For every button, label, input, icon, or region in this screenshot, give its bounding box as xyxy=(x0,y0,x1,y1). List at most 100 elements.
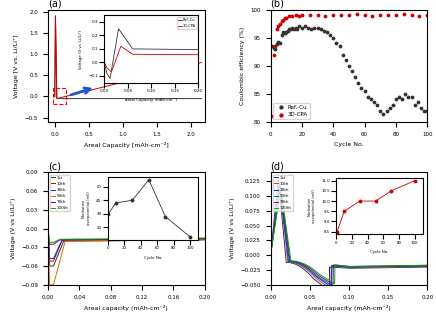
50th xyxy=(45,227,51,230)
Ref.-Cu xyxy=(333,41,340,46)
100th xyxy=(425,263,430,267)
3D-CPA xyxy=(281,15,288,20)
50th xyxy=(121,239,126,243)
1st xyxy=(327,289,332,292)
1st xyxy=(120,239,125,243)
Line: 70th: 70th xyxy=(48,228,205,244)
1st xyxy=(344,266,349,270)
1st xyxy=(47,264,52,268)
Ref.-Cu xyxy=(424,108,431,113)
30th xyxy=(353,265,358,269)
100th xyxy=(45,227,51,230)
3D-CPA xyxy=(306,13,313,18)
30th xyxy=(362,265,367,269)
Ref.-Cu xyxy=(361,88,368,93)
Ref.-Cu xyxy=(286,27,293,32)
X-axis label: Areal capacity (mAh-cm⁻²): Areal capacity (mAh-cm⁻²) xyxy=(85,305,168,311)
10th xyxy=(202,237,208,241)
50th xyxy=(343,265,348,269)
Ref.-Cu xyxy=(284,28,291,34)
Ref.-Cu xyxy=(352,75,359,80)
30th xyxy=(277,183,282,187)
3D-CPA xyxy=(289,14,296,19)
Legend: 1st, 10th, 30th, 50th, 70th, 100th: 1st, 10th, 30th, 50th, 70th, 100th xyxy=(50,174,70,212)
3D-CPA xyxy=(400,12,407,17)
3D-CPA xyxy=(314,13,321,18)
30th xyxy=(344,265,349,269)
Line: 100th: 100th xyxy=(270,189,427,284)
Ref.-Cu xyxy=(402,91,409,96)
Line: 10th: 10th xyxy=(270,182,427,289)
10th xyxy=(422,265,427,268)
Ref.-Cu xyxy=(392,97,399,102)
Ref.-Cu xyxy=(314,25,321,30)
100th xyxy=(344,264,349,268)
10th xyxy=(45,227,51,230)
50th xyxy=(329,283,334,287)
50th xyxy=(353,265,358,269)
1st xyxy=(202,238,208,242)
3D-CPA xyxy=(283,15,290,20)
3D-CPA xyxy=(345,13,352,18)
Ref.-Cu xyxy=(368,97,375,102)
Ref.-Cu xyxy=(405,94,412,99)
70th xyxy=(344,264,349,268)
10th xyxy=(397,265,402,269)
70th xyxy=(199,237,204,241)
Ref.-Cu xyxy=(290,27,297,32)
Ref.-Cu xyxy=(327,32,334,37)
Ref.-Cu xyxy=(269,44,276,49)
3D-CPA xyxy=(273,27,280,32)
50th xyxy=(130,239,136,243)
Ref.-Cu xyxy=(395,94,402,99)
Ref.-Cu xyxy=(414,100,421,105)
Ref.-Cu xyxy=(272,46,279,52)
3D-CPA xyxy=(279,17,286,22)
3D-CPA xyxy=(385,13,392,18)
Line: 30th: 30th xyxy=(270,185,427,287)
30th xyxy=(121,237,126,241)
30th xyxy=(425,264,430,268)
Ref.-Cu xyxy=(380,111,387,116)
70th xyxy=(130,237,136,241)
Y-axis label: Coulombic efficiency (%): Coulombic efficiency (%) xyxy=(240,27,245,105)
50th xyxy=(139,238,144,242)
Ref.-Cu xyxy=(308,27,315,32)
3D-CPA xyxy=(286,14,293,19)
Ref.-Cu xyxy=(292,25,299,30)
Text: (a): (a) xyxy=(48,0,61,9)
Ref.-Cu xyxy=(358,86,365,91)
70th xyxy=(278,186,283,189)
Ref.-Cu xyxy=(336,44,343,49)
Ref.-Cu xyxy=(386,105,393,110)
3D-CPA xyxy=(269,114,276,119)
Ref.-Cu xyxy=(411,102,418,108)
Bar xyxy=(54,88,66,104)
100th xyxy=(121,237,126,241)
100th xyxy=(343,264,348,268)
100th xyxy=(362,264,367,268)
Ref.-Cu xyxy=(399,97,405,102)
1st xyxy=(139,238,144,242)
1st xyxy=(422,265,427,269)
50th xyxy=(422,264,427,268)
50th xyxy=(425,264,430,268)
70th xyxy=(120,237,125,241)
Ref.-Cu xyxy=(275,40,282,45)
50th xyxy=(277,184,283,188)
3D-CPA xyxy=(275,24,282,29)
Ref.-Cu xyxy=(330,35,337,40)
100th xyxy=(130,237,136,241)
1st xyxy=(343,266,348,270)
Line: 30th: 30th xyxy=(48,228,205,259)
Line: 50th: 50th xyxy=(48,228,205,285)
Ref.-Cu xyxy=(355,80,362,85)
1st xyxy=(199,238,204,242)
3D-CPA xyxy=(330,13,337,18)
50th xyxy=(362,265,367,269)
10th xyxy=(425,265,430,268)
3D-CPA xyxy=(270,52,277,57)
30th xyxy=(174,237,179,241)
70th xyxy=(343,264,348,268)
30th xyxy=(199,237,204,241)
